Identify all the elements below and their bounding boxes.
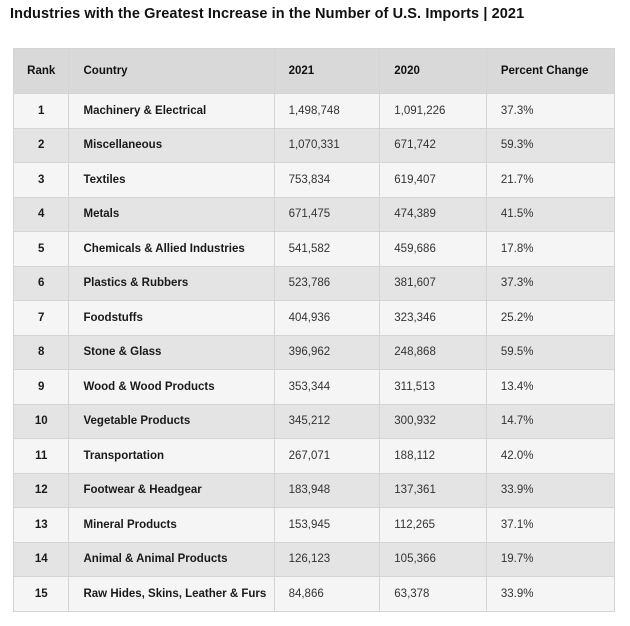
cell-2020: 63,378 [379, 576, 487, 612]
cell-country: Transportation [68, 438, 275, 474]
cell-rank: 5 [12, 231, 70, 267]
cell-2021: 671,475 [273, 196, 381, 232]
cell-rank: 10 [12, 403, 70, 439]
cell-percent-change: 37.3% [485, 265, 616, 301]
cell-rank: 14 [12, 541, 70, 577]
cell-2020: 381,607 [379, 265, 487, 301]
cell-percent-change: 59.3% [485, 127, 616, 163]
cell-2020: 188,112 [379, 438, 487, 474]
cell-country: Wood & Wood Products [68, 369, 275, 405]
cell-2020: 1,091,226 [379, 93, 487, 129]
table-row: 7 Foodstuffs 404,936 323,346 25.2% [12, 300, 616, 336]
header-percent-change: Percent Change [485, 48, 616, 94]
cell-2021: 84,866 [273, 576, 381, 612]
cell-percent-change: 33.9% [485, 576, 616, 612]
cell-2020: 311,513 [379, 369, 487, 405]
cell-rank: 13 [12, 507, 70, 543]
cell-percent-change: 21.7% [485, 162, 616, 198]
cell-rank: 9 [12, 369, 70, 405]
table-row: 8 Stone & Glass 396,962 248,868 59.5% [12, 334, 616, 370]
cell-2021: 126,123 [273, 541, 381, 577]
cell-rank: 15 [12, 576, 70, 612]
cell-2020: 459,686 [379, 231, 487, 267]
cell-country: Stone & Glass [68, 334, 275, 370]
cell-2021: 1,498,748 [273, 93, 381, 129]
table-row: 2 Miscellaneous 1,070,331 671,742 59.3% [12, 127, 616, 163]
cell-2020: 137,361 [379, 472, 487, 508]
cell-2021: 753,834 [273, 162, 381, 198]
cell-percent-change: 19.7% [485, 541, 616, 577]
cell-percent-change: 41.5% [485, 196, 616, 232]
cell-2021: 396,962 [273, 334, 381, 370]
cell-2021: 267,071 [273, 438, 381, 474]
cell-2021: 153,945 [273, 507, 381, 543]
table-row: 6 Plastics & Rubbers 523,786 381,607 37.3% [12, 265, 616, 301]
table-row: 9 Wood & Wood Products 353,344 311,513 13.4% [12, 369, 616, 405]
cell-2020: 474,389 [379, 196, 487, 232]
table-row: 5 Chemicals & Allied Industries 541,582 459… [12, 231, 616, 267]
cell-country: Foodstuffs [68, 300, 275, 336]
cell-percent-change: 33.9% [485, 472, 616, 508]
cell-2020: 248,868 [379, 334, 487, 370]
cell-country: Miscellaneous [68, 127, 275, 163]
cell-2021: 345,212 [273, 403, 381, 439]
cell-country: Metals [68, 196, 275, 232]
cell-2021: 523,786 [273, 265, 381, 301]
table-row: 15 Raw Hides, Skins, Leather & Furs 84,866… [12, 576, 616, 612]
cell-rank: 4 [12, 196, 70, 232]
header-2021: 2021 [273, 48, 381, 94]
cell-country: Mineral Products [68, 507, 275, 543]
cell-2021: 404,936 [273, 300, 381, 336]
table-header-row: Rank Country 2021 2020 Percent Change [12, 48, 616, 94]
table-row: 14 Animal & Animal Products 126,123 105,366… [12, 541, 616, 577]
cell-percent-change: 14.7% [485, 403, 616, 439]
cell-rank: 6 [12, 265, 70, 301]
table-row: 3 Textiles 753,834 619,407 21.7% [12, 162, 616, 198]
cell-rank: 7 [12, 300, 70, 336]
cell-percent-change: 13.4% [485, 369, 616, 405]
cell-percent-change: 25.2% [485, 300, 616, 336]
table-row: 11 Transportation 267,071 188,112 42.0% [12, 438, 616, 474]
cell-percent-change: 37.3% [485, 93, 616, 129]
cell-rank: 2 [12, 127, 70, 163]
table-row: 10 Vegetable Products 345,212 300,932 14.7% [12, 403, 616, 439]
table-row: 12 Footwear & Headgear 183,948 137,361 33.9% [12, 472, 616, 508]
cell-rank: 3 [12, 162, 70, 198]
cell-percent-change: 42.0% [485, 438, 616, 474]
header-rank: Rank [12, 48, 70, 94]
cell-2021: 1,070,331 [273, 127, 381, 163]
cell-country: Machinery & Electrical [68, 93, 275, 129]
cell-2021: 541,582 [273, 231, 381, 267]
table-body: 1 Machinery & Electrical 1,498,748 1,091,22… [12, 93, 616, 612]
cell-country: Plastics & Rubbers [68, 265, 275, 301]
cell-country: Raw Hides, Skins, Leather & Furs [68, 576, 275, 612]
cell-rank: 12 [12, 472, 70, 508]
cell-country: Footwear & Headgear [68, 472, 275, 508]
cell-2020: 300,932 [379, 403, 487, 439]
cell-percent-change: 37.1% [485, 507, 616, 543]
cell-percent-change: 17.8% [485, 231, 616, 267]
cell-2020: 323,346 [379, 300, 487, 336]
cell-2020: 671,742 [379, 127, 487, 163]
page-title: Industries with the Greatest Increase in… [10, 6, 525, 22]
table-row: 1 Machinery & Electrical 1,498,748 1,091,22… [12, 93, 616, 129]
cell-percent-change: 59.5% [485, 334, 616, 370]
cell-2020: 112,265 [379, 507, 487, 543]
cell-2020: 105,366 [379, 541, 487, 577]
cell-country: Chemicals & Allied Industries [68, 231, 275, 267]
cell-2021: 183,948 [273, 472, 381, 508]
header-country: Country [68, 48, 275, 94]
cell-country: Textiles [68, 162, 275, 198]
cell-rank: 1 [12, 93, 70, 129]
cell-2020: 619,407 [379, 162, 487, 198]
cell-country: Animal & Animal Products [68, 541, 275, 577]
table-row: 13 Mineral Products 153,945 112,265 37.1% [12, 507, 616, 543]
table-row: 4 Metals 671,475 474,389 41.5% [12, 196, 616, 232]
cell-2021: 353,344 [273, 369, 381, 405]
cell-rank: 11 [12, 438, 70, 474]
cell-country: Vegetable Products [68, 403, 275, 439]
cell-rank: 8 [12, 334, 70, 370]
header-2020: 2020 [379, 48, 487, 94]
